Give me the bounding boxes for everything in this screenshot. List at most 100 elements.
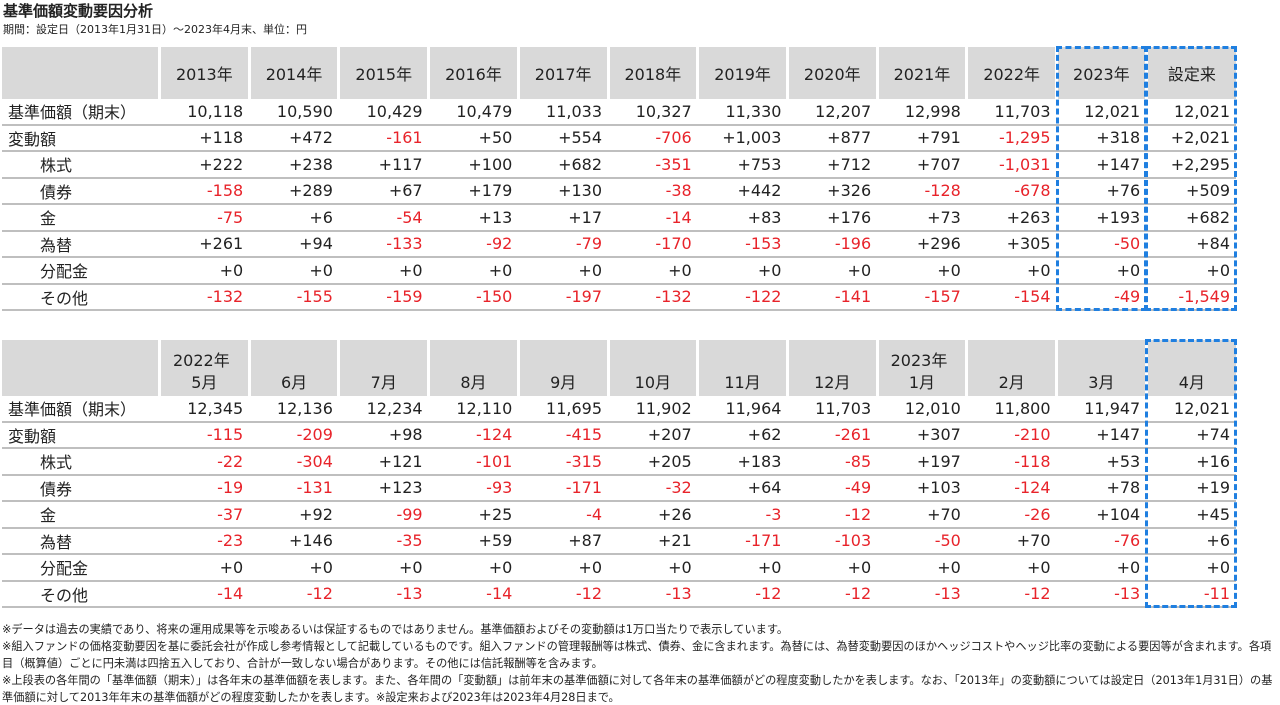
spacer <box>968 347 1055 369</box>
row-label: 基準価額（期末） <box>2 99 160 126</box>
cell: -93 <box>428 474 519 502</box>
cell: +1,003 <box>697 124 788 152</box>
notes: ※データは過去の実績であり、将来の運用成果等を示唆あるいは保証するものではありま… <box>2 621 1277 705</box>
column-header: 2017年 <box>516 47 609 99</box>
cell: -171 <box>518 474 609 502</box>
monthly-table: 2022年 5月 6月 7月 8月 9月 10月 11月 12月 2023年 1月 2月 3月 4月 基準価… <box>2 340 1236 608</box>
cell: -12 <box>966 580 1057 608</box>
row-label: 分配金 <box>2 257 160 285</box>
cell: -11 <box>1146 580 1236 608</box>
cell: -103 <box>787 527 878 555</box>
cell: 11,964 <box>697 396 788 423</box>
cell: +0 <box>159 554 250 582</box>
note: ※組入ファンドの価格変動要因を基に委託会社が作成し参考情報として記載しているもの… <box>2 640 1272 670</box>
column-header: 10月 <box>606 340 698 396</box>
cell: +25 <box>428 501 519 529</box>
column-header: 2021年 <box>875 47 967 99</box>
month-label: 4月 <box>1178 373 1205 392</box>
cell: +197 <box>877 448 967 476</box>
cell: +26 <box>608 501 698 529</box>
cell: -159 <box>338 283 429 311</box>
cell: +0 <box>1146 257 1236 285</box>
spacer <box>1058 347 1145 369</box>
header-row: 2022年 5月 6月 7月 8月 9月 10月 11月 12月 2023年 1月 2月 3月 4月 <box>2 340 1236 396</box>
header-corner <box>2 47 160 99</box>
cell: +118 <box>159 124 250 152</box>
cell: -131 <box>249 474 339 502</box>
cell: -132 <box>608 283 698 311</box>
cell: +70 <box>966 527 1057 555</box>
row-label: 株式 <box>2 448 160 476</box>
month-label: 8月 <box>460 373 487 392</box>
cell: +318 <box>1056 124 1147 152</box>
month-label: 9月 <box>550 373 577 392</box>
note: ※上段表の各年間の「基準価額（期末）」は各年末の基準価額を表します。また、各年間… <box>2 674 1273 704</box>
cell: +0 <box>608 554 698 582</box>
cell: +123 <box>338 474 429 502</box>
header-row: 2013年 2014年 2015年 2016年 2017年 2018年 2019年 2020年… <box>2 47 1236 99</box>
column-header: 2023年 1月 <box>875 340 967 396</box>
cell: +0 <box>787 554 878 582</box>
cell: 11,695 <box>518 396 609 423</box>
cell: +0 <box>518 257 609 285</box>
cell: -14 <box>428 580 519 608</box>
cell: +130 <box>518 177 609 205</box>
cell: +0 <box>428 257 519 285</box>
column-header: 2022年 <box>965 47 1057 99</box>
cell: +100 <box>428 151 519 179</box>
month-label: 12月 <box>814 373 851 392</box>
cell: -415 <box>518 421 609 449</box>
cell: 10,479 <box>428 99 519 126</box>
cell: +0 <box>697 257 788 285</box>
row: その他 -132 -155 -159 -150 -197 -132 -122 -141 -157-… <box>2 283 1236 311</box>
month-label: 2月 <box>998 373 1025 392</box>
cell: +67 <box>338 177 429 205</box>
title: 基準価額変動要因分析 <box>3 2 154 20</box>
cell: -19 <box>159 474 250 502</box>
cell: -171 <box>697 527 788 555</box>
cell: -196 <box>787 230 878 258</box>
cell: +16 <box>1146 448 1236 476</box>
row: 基準価額（期末） 10,118 10,590 10,429 10,479 11,033 10… <box>2 99 1236 126</box>
row-label: 変動額 <box>2 421 160 449</box>
column-header: 2019年 <box>696 47 788 99</box>
column-header: 4月 <box>1144 340 1236 396</box>
cell: +83 <box>697 204 788 232</box>
cell: +84 <box>1146 230 1236 258</box>
cell: -14 <box>608 204 698 232</box>
column-header: 11月 <box>696 340 788 396</box>
cell: -49 <box>1056 283 1147 311</box>
cell: +554 <box>518 124 609 152</box>
row-label: 金 <box>2 204 160 232</box>
cell: +712 <box>787 151 878 179</box>
month-label: 10月 <box>634 373 672 392</box>
cell: -13 <box>338 580 429 608</box>
cell: -154 <box>966 283 1057 311</box>
cell: +64 <box>697 474 788 502</box>
column-header: 2013年 <box>158 47 250 99</box>
cell: -132 <box>159 283 250 311</box>
row: 変動額 -115 -209 +98 -124 -415 +207 +62 -261 +307 -21… <box>2 421 1236 449</box>
cell: -128 <box>877 177 967 205</box>
cell: +289 <box>249 177 339 205</box>
row: 金 -75 +6 -54 +13 +17 -14 +83 +176 +73 +263 +193 +682 <box>2 204 1236 232</box>
cell: -92 <box>428 230 519 258</box>
cell: -12 <box>249 580 339 608</box>
cell: -50 <box>877 527 967 555</box>
cell: -49 <box>787 474 878 502</box>
cell: +0 <box>966 554 1057 582</box>
column-header: 7月 <box>337 340 429 396</box>
cell: -209 <box>249 421 339 449</box>
cell: +121 <box>338 448 429 476</box>
cell: -85 <box>787 448 878 476</box>
month-label: 1月 <box>908 373 936 392</box>
cell: 10,327 <box>608 99 698 126</box>
cell: +0 <box>249 257 339 285</box>
cell: -26 <box>966 501 1057 529</box>
row-label: 債券 <box>2 177 160 205</box>
cell: -261 <box>787 421 878 449</box>
cell: -210 <box>966 421 1057 449</box>
row: 株式 -22 -304 +121 -101 -315 +205 +183 -85 +197 -118… <box>2 448 1236 476</box>
column-header: 9月 <box>516 340 609 396</box>
column-header: 12月 <box>785 340 878 396</box>
